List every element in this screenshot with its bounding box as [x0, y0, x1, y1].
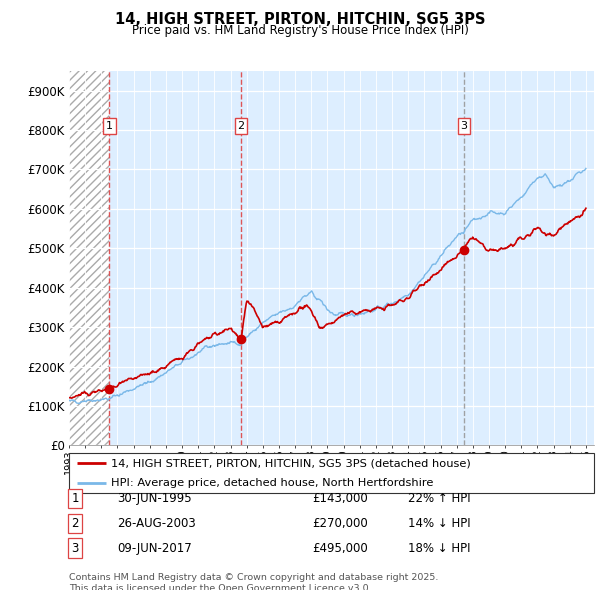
Text: 09-JUN-2017: 09-JUN-2017 — [117, 542, 192, 555]
Text: 1: 1 — [106, 121, 113, 131]
Polygon shape — [69, 71, 109, 445]
Text: 30-JUN-1995: 30-JUN-1995 — [117, 492, 191, 505]
Text: 14% ↓ HPI: 14% ↓ HPI — [408, 517, 470, 530]
Text: 2: 2 — [238, 121, 245, 131]
Text: 26-AUG-2003: 26-AUG-2003 — [117, 517, 196, 530]
Text: HPI: Average price, detached house, North Hertfordshire: HPI: Average price, detached house, Nort… — [111, 478, 433, 487]
Text: 3: 3 — [460, 121, 467, 131]
Text: 3: 3 — [71, 542, 79, 555]
Bar — [69, 71, 109, 445]
Text: 1: 1 — [71, 492, 79, 505]
Text: Contains HM Land Registry data © Crown copyright and database right 2025.
This d: Contains HM Land Registry data © Crown c… — [69, 573, 439, 590]
FancyBboxPatch shape — [69, 453, 594, 493]
Text: 14, HIGH STREET, PIRTON, HITCHIN, SG5 3PS (detached house): 14, HIGH STREET, PIRTON, HITCHIN, SG5 3P… — [111, 458, 471, 468]
Text: £143,000: £143,000 — [312, 492, 368, 505]
Text: £495,000: £495,000 — [312, 542, 368, 555]
Text: 14, HIGH STREET, PIRTON, HITCHIN, SG5 3PS: 14, HIGH STREET, PIRTON, HITCHIN, SG5 3P… — [115, 12, 485, 27]
Text: Price paid vs. HM Land Registry's House Price Index (HPI): Price paid vs. HM Land Registry's House … — [131, 24, 469, 37]
Text: £270,000: £270,000 — [312, 517, 368, 530]
Text: 2: 2 — [71, 517, 79, 530]
Text: 22% ↑ HPI: 22% ↑ HPI — [408, 492, 470, 505]
Text: 18% ↓ HPI: 18% ↓ HPI — [408, 542, 470, 555]
